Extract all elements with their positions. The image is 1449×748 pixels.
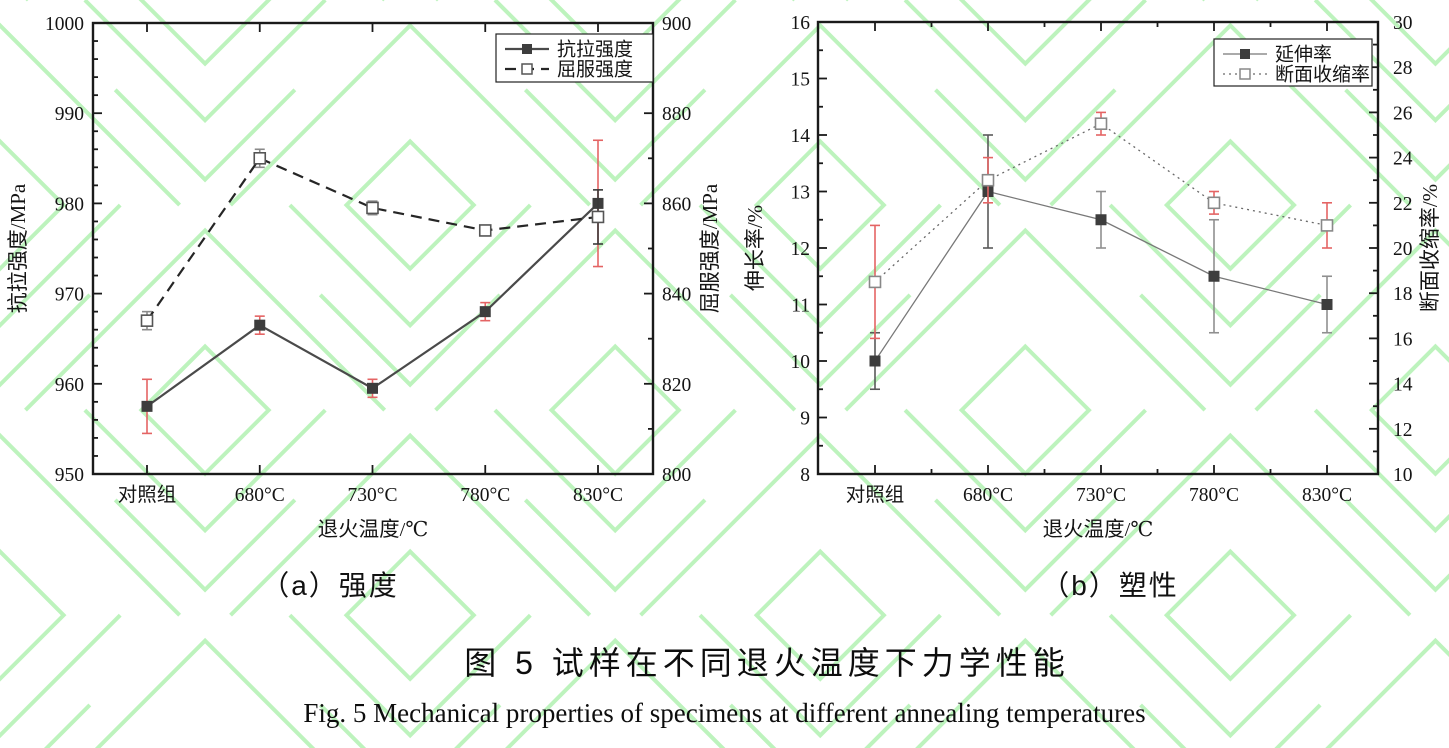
filled-square-marker — [479, 306, 491, 318]
right-axis-tick-label: 14 — [1393, 375, 1413, 396]
open-square-marker — [478, 224, 492, 237]
right-axis-tick-label: 30 — [1393, 13, 1413, 34]
left-axis-tick-label: 9 — [800, 409, 810, 430]
tensile-strength-series — [141, 139, 604, 435]
left-axis-tick-label: 980 — [55, 194, 84, 215]
chart-a-strength: 950 960 970 980 990 1000 800 820 840 860 880 900 对照组… — [6, 14, 722, 541]
open-square-marker — [981, 173, 995, 187]
x-axis-tick-label: 830°C — [573, 485, 623, 506]
x-axis-tick-label: 680°C — [235, 485, 285, 506]
figure-caption-chinese: 图 5 试样在不同退火温度下力学性能 — [464, 645, 1070, 681]
figure-caption-english: Fig. 5 Mechanical properties of specimen… — [303, 698, 1146, 728]
left-axis-title: 伸长率/% — [743, 205, 767, 291]
open-square-marker — [1207, 196, 1221, 210]
subcaption-b: （b）塑性 — [1041, 570, 1179, 601]
plot-frame — [91, 21, 655, 476]
axis-ticks — [818, 21, 1378, 475]
legend-open-square-marker — [1239, 68, 1251, 80]
filled-square-marker — [1208, 270, 1220, 282]
left-axis-tick-label: 960 — [55, 375, 84, 396]
x-axis-tick-label: 780°C — [1189, 485, 1239, 506]
open-square-marker — [366, 201, 379, 215]
legend-open-square-marker — [521, 63, 533, 75]
left-axis-tick-label: 950 — [55, 465, 84, 486]
legend-filled-square-marker — [1240, 49, 1250, 59]
left-axis-title: 抗拉强度/MPa — [6, 183, 30, 313]
open-square-marker — [1320, 219, 1334, 232]
right-axis-title: 断面收缩率/% — [1418, 184, 1442, 312]
left-axis-tick-label: 8 — [800, 465, 810, 486]
series-line — [146, 156, 599, 322]
left-axis-tick-label: 970 — [55, 285, 84, 306]
open-square-marker — [591, 210, 605, 224]
x-axis-tick-label: 780°C — [460, 485, 510, 506]
filled-square-marker — [141, 400, 153, 412]
left-axis-tick-label: 13 — [791, 183, 811, 204]
open-square-marker — [253, 152, 267, 165]
left-axis-tick-label: 15 — [791, 70, 811, 91]
axis-ticks — [93, 22, 653, 475]
legend-filled-square-marker — [522, 44, 532, 54]
x-axis-tick-label: 730°C — [347, 485, 397, 506]
x-axis-tick-label: 对照组 — [118, 484, 177, 506]
right-axis-tick-label: 28 — [1393, 58, 1413, 79]
series-line — [146, 202, 599, 408]
left-axis-tick-label: 990 — [55, 104, 84, 125]
filled-square-marker — [1321, 299, 1333, 310]
x-axis-title: 退火温度/℃ — [318, 518, 429, 541]
subcaption-a: （a）强度 — [261, 570, 399, 601]
axis-tick-labels: 8 9 10 11 12 13 14 15 16 10 12 14 16 18 20 22 24 26 28 30 对照… — [791, 13, 1413, 506]
right-axis-tick-label: 22 — [1393, 194, 1413, 215]
filled-square-marker — [869, 355, 881, 367]
right-axis-tick-label: 880 — [662, 104, 691, 125]
filled-square-marker — [254, 319, 266, 331]
right-axis-tick-label: 18 — [1393, 284, 1413, 305]
open-square-marker — [140, 314, 154, 327]
left-axis-tick-label: 14 — [791, 126, 811, 147]
filled-square-marker — [1095, 214, 1107, 226]
yield-strength-series — [140, 148, 605, 331]
right-axis-tick-label: 12 — [1393, 420, 1413, 441]
filled-square-marker — [367, 382, 378, 394]
legend-label: 屈服强度 — [557, 59, 633, 81]
elongation-series — [869, 134, 1333, 391]
reduction-of-area-series — [868, 111, 1334, 340]
right-axis-tick-label: 820 — [662, 375, 691, 396]
chart-b-plasticity: 8 9 10 11 12 13 14 15 16 10 12 14 16 18 20 22 24 26 28 30 对照… — [743, 13, 1442, 541]
x-axis-tick-label: 对照组 — [846, 484, 905, 506]
open-square-marker — [1094, 117, 1108, 130]
right-axis-tick-label: 900 — [662, 14, 691, 35]
legend-label: 抗拉强度 — [557, 39, 633, 61]
right-axis-tick-label: 20 — [1393, 239, 1413, 260]
x-axis-tick-label: 830°C — [1302, 485, 1352, 506]
right-axis-tick-label: 860 — [662, 194, 691, 215]
right-axis-tick-label: 24 — [1393, 149, 1413, 170]
left-axis-tick-label: 11 — [791, 296, 810, 317]
left-axis-tick-label: 1000 — [45, 14, 84, 35]
x-axis-title: 退火温度/℃ — [1043, 518, 1154, 541]
right-axis-title: 屈服强度/MPa — [698, 183, 722, 313]
right-axis-tick-label: 800 — [662, 465, 691, 486]
right-axis-tick-label: 840 — [662, 285, 691, 306]
right-axis-tick-label: 16 — [1393, 329, 1413, 350]
legend-label: 断面收缩率 — [1275, 64, 1370, 86]
axis-tick-labels: 950 960 970 980 990 1000 800 820 840 860 880 900 对照组… — [45, 14, 691, 506]
open-square-marker — [868, 275, 882, 289]
left-axis-tick-label: 12 — [791, 239, 811, 260]
legend-label: 延伸率 — [1275, 44, 1332, 66]
left-axis-tick-label: 16 — [791, 13, 811, 34]
left-axis-tick-label: 10 — [791, 352, 811, 373]
x-axis-tick-label: 730°C — [1076, 485, 1126, 506]
right-axis-tick-label: 26 — [1393, 103, 1413, 124]
right-axis-tick-label: 10 — [1393, 465, 1413, 486]
x-axis-tick-label: 680°C — [963, 485, 1013, 506]
